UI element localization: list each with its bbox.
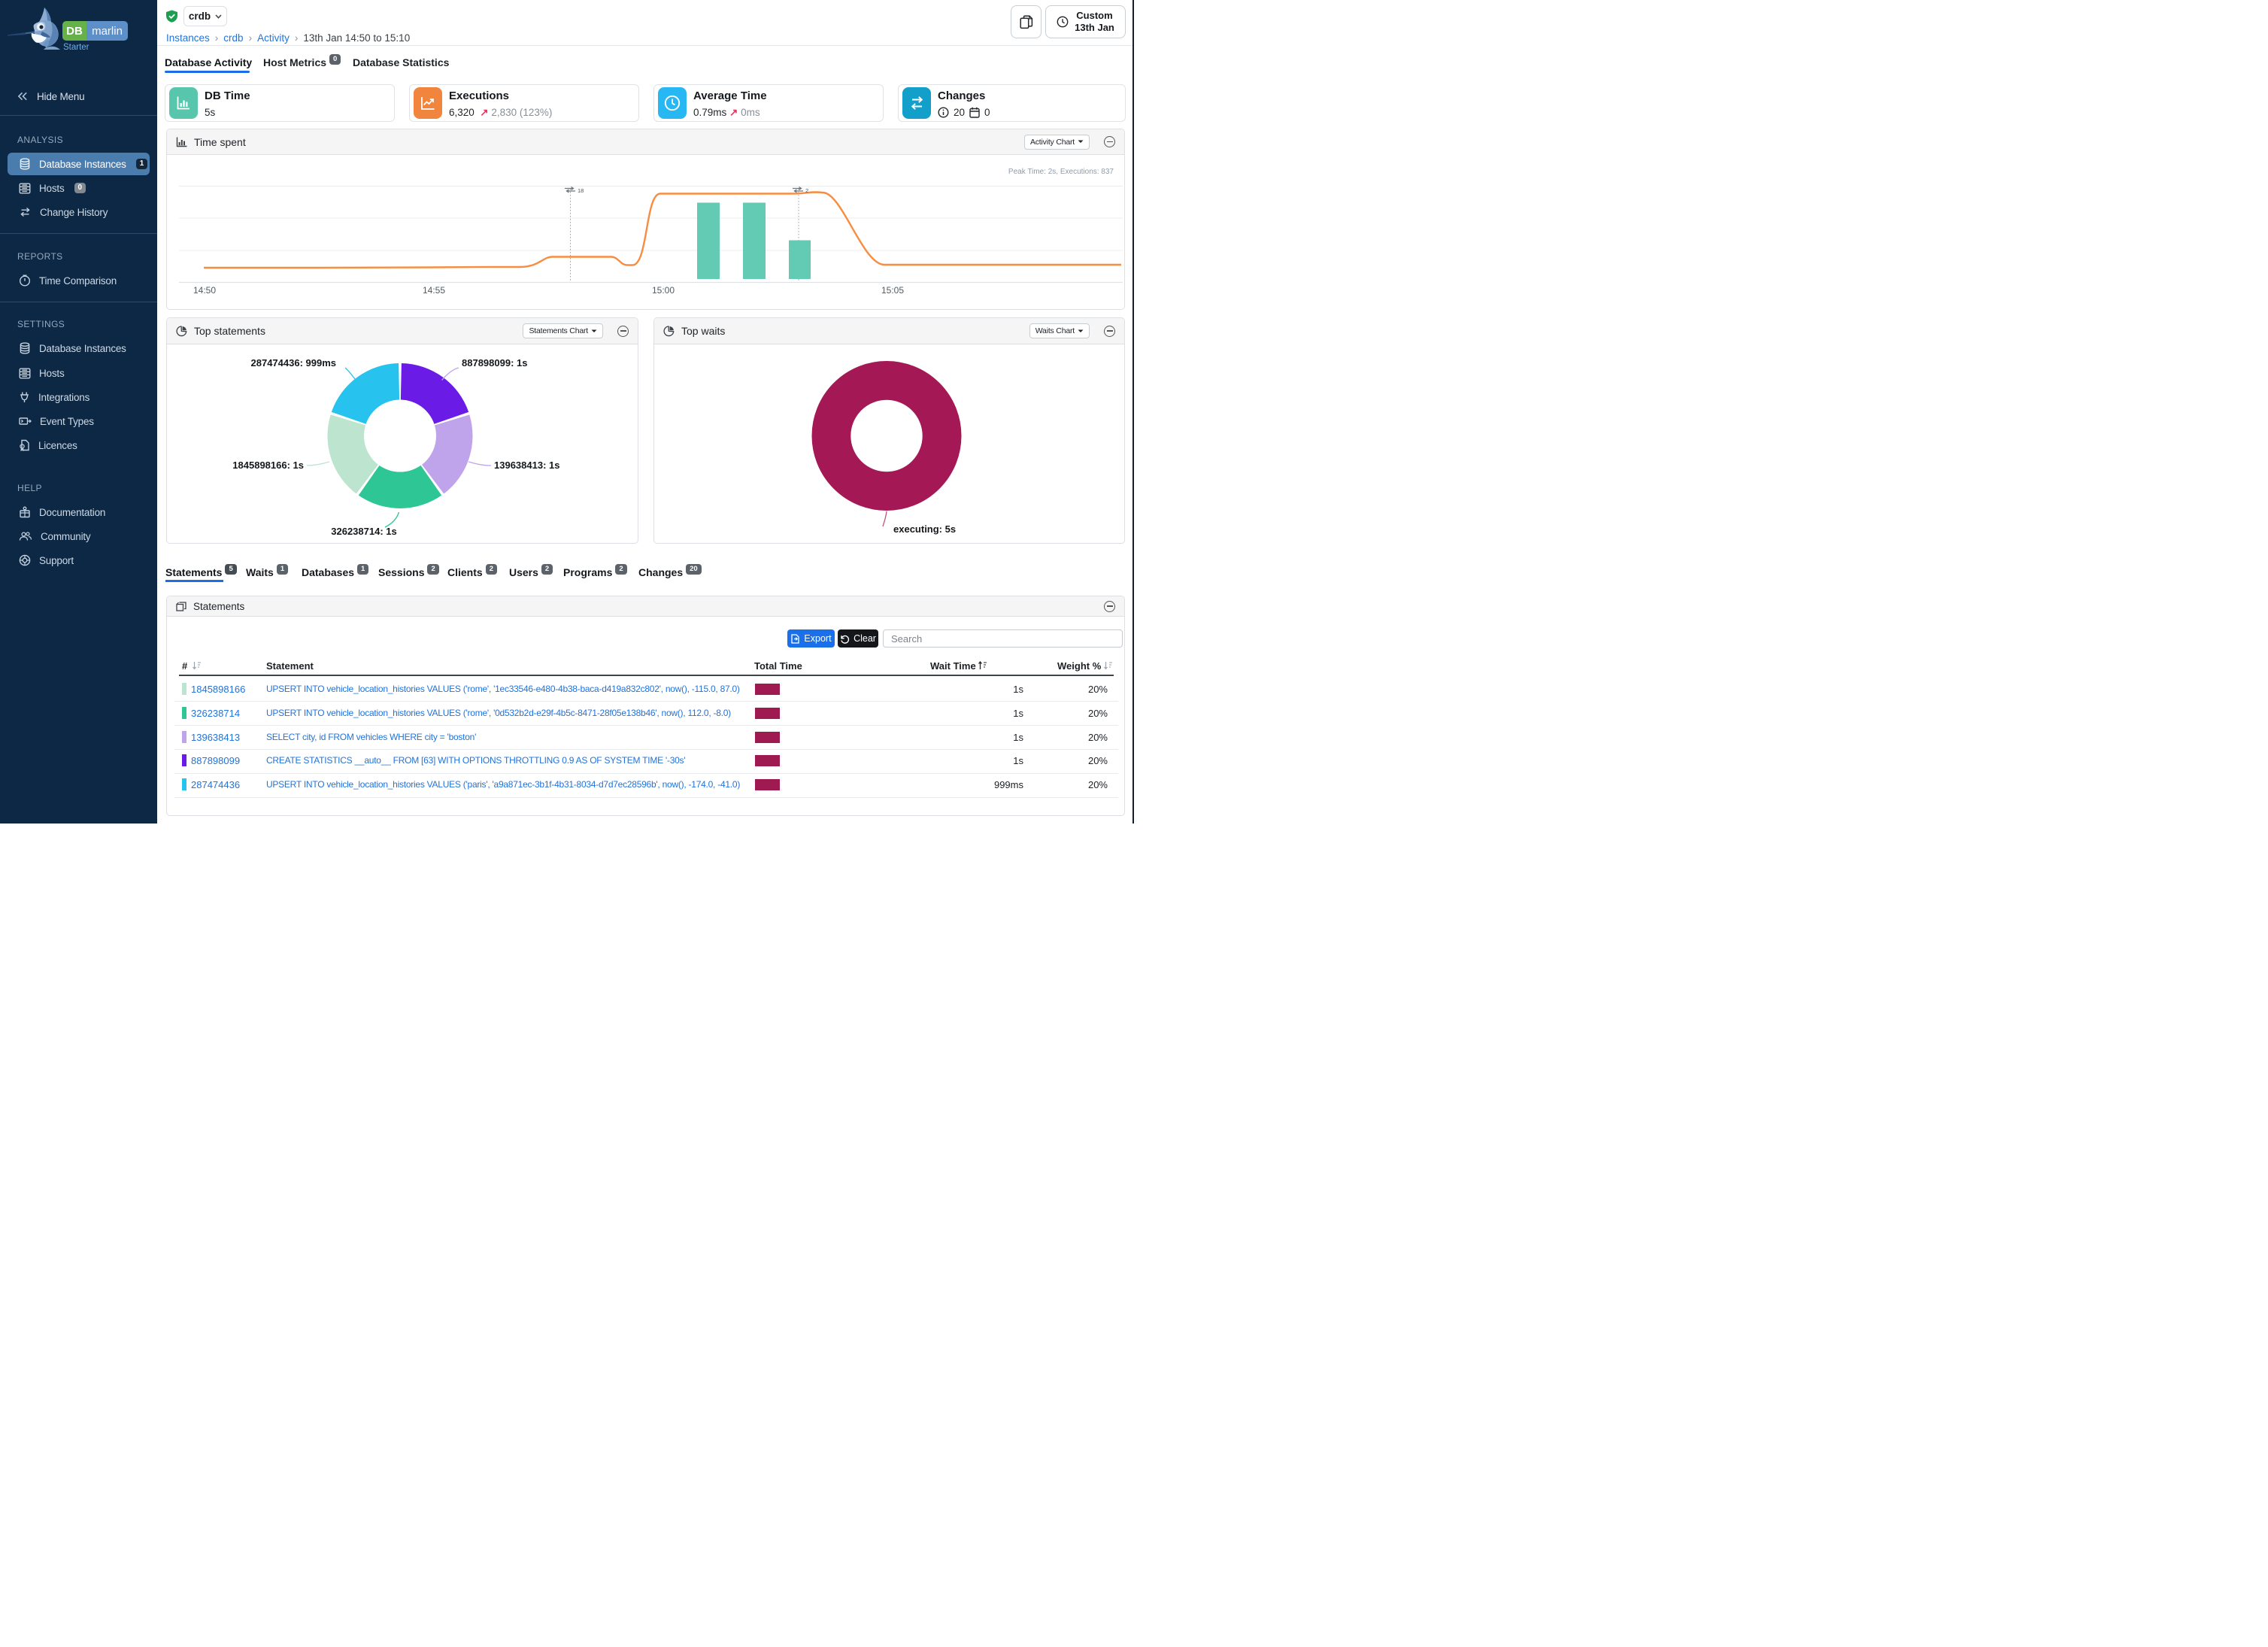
svg-text:1845898166: 1s: 1845898166: 1s [232,460,304,471]
svg-text:14:55: 14:55 [423,285,445,296]
svg-text:Peak Time: 2s, Executions: 837: Peak Time: 2s, Executions: 837 [1008,168,1114,176]
svg-text:executing: 5s: executing: 5s [893,523,956,535]
svg-text:887898099: 1s: 887898099: 1s [462,357,527,369]
svg-text:139638413: 1s: 139638413: 1s [494,460,559,471]
svg-text:14:50: 14:50 [193,285,216,296]
svg-text:326238714: 1s: 326238714: 1s [331,526,396,537]
svg-text:15:00: 15:00 [652,285,675,296]
svg-text:15:05: 15:05 [881,285,904,296]
svg-text:287474436: 999ms: 287474436: 999ms [251,357,337,369]
svg-text:18: 18 [578,187,584,194]
svg-text:2: 2 [805,187,808,194]
